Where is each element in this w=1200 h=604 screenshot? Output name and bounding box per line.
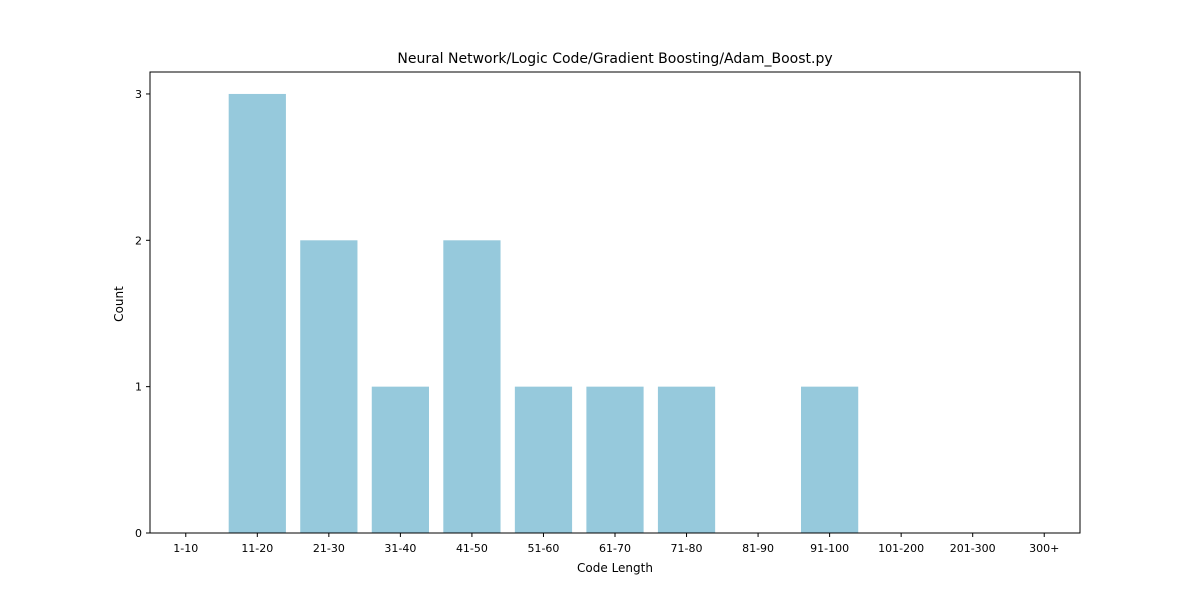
x-tick-label: 11-20 bbox=[241, 542, 273, 555]
bar-71-80 bbox=[658, 387, 715, 533]
bars-layer bbox=[229, 94, 859, 533]
x-tick-label: 31-40 bbox=[384, 542, 416, 555]
x-tick-label: 21-30 bbox=[313, 542, 345, 555]
bar-91-100 bbox=[801, 387, 858, 533]
x-tick-label: 61-70 bbox=[599, 542, 631, 555]
y-tick-label: 0 bbox=[135, 527, 142, 540]
y-axis-label: Count bbox=[112, 286, 126, 322]
y-tick-label: 3 bbox=[135, 88, 142, 101]
chart-title: Neural Network/Logic Code/Gradient Boost… bbox=[397, 51, 832, 67]
x-tick-label: 41-50 bbox=[456, 542, 488, 555]
x-tick-label: 201-300 bbox=[950, 542, 996, 555]
x-tick-label: 1-10 bbox=[173, 542, 198, 555]
bar-61-70 bbox=[586, 387, 643, 533]
x-axis-label: Code Length bbox=[577, 561, 653, 575]
x-tick-label: 300+ bbox=[1029, 542, 1059, 555]
x-tick-label: 91-100 bbox=[810, 542, 849, 555]
bar-31-40 bbox=[372, 387, 429, 533]
bar-41-50 bbox=[443, 240, 500, 533]
bar-21-30 bbox=[300, 240, 357, 533]
x-tick-label: 81-90 bbox=[742, 542, 774, 555]
bar-11-20 bbox=[229, 94, 286, 533]
y-tick-label: 2 bbox=[135, 234, 142, 247]
x-tick-label: 101-200 bbox=[878, 542, 924, 555]
bar-51-60 bbox=[515, 387, 572, 533]
x-tick-label: 71-80 bbox=[671, 542, 703, 555]
x-tick-label: 51-60 bbox=[527, 542, 559, 555]
y-tick-label: 1 bbox=[135, 381, 142, 394]
